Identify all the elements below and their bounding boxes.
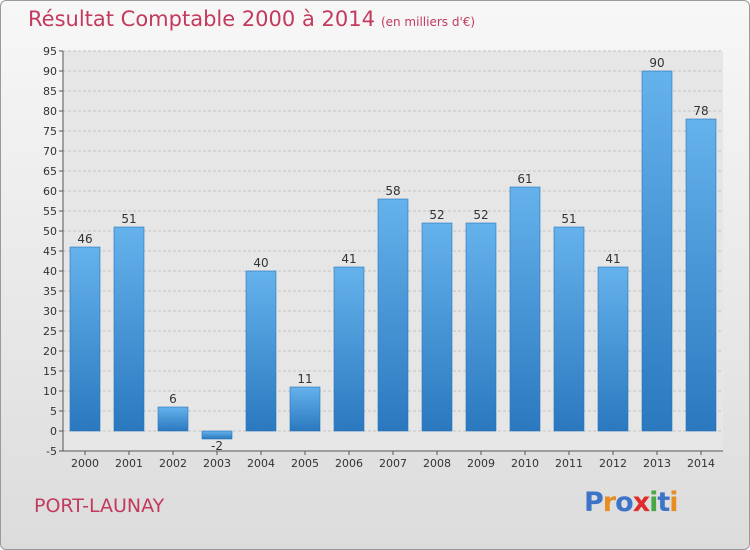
bar — [685, 118, 717, 432]
bar — [289, 386, 321, 432]
bar-value-label: 40 — [253, 256, 268, 270]
y-tick-label: 70 — [43, 145, 57, 158]
y-tick-label: 50 — [43, 225, 57, 238]
bar — [465, 222, 497, 432]
logo-letter: r — [602, 487, 616, 518]
bar-value-label: -2 — [211, 439, 223, 453]
bar — [597, 266, 629, 432]
bar-value-label: 41 — [605, 252, 620, 266]
bar — [201, 430, 233, 440]
y-tick-label: 60 — [43, 185, 57, 198]
logo-letter: x — [632, 487, 650, 518]
y-tick-label: 55 — [43, 205, 57, 218]
logo-letter: t — [657, 487, 670, 518]
y-tick-label: 0 — [50, 425, 57, 438]
y-tick-label: 10 — [43, 385, 57, 398]
y-tick-label: 25 — [43, 325, 57, 338]
y-tick-label: 90 — [43, 65, 57, 78]
y-tick-label: 30 — [43, 305, 57, 318]
bar-value-label: 41 — [341, 252, 356, 266]
y-tick-label: 5 — [50, 405, 57, 418]
bar-value-label: 6 — [169, 392, 177, 406]
bar — [421, 222, 453, 432]
bar-value-label: 51 — [561, 212, 576, 226]
chart-title: Résultat Comptable 2000 à 2014 (en millie… — [28, 7, 475, 31]
bar — [69, 246, 101, 432]
bar — [553, 226, 585, 432]
x-tick-label: 2005 — [291, 457, 319, 470]
logo-letter: i — [649, 487, 658, 518]
bar-value-label: 58 — [385, 184, 400, 198]
y-tick-label: 15 — [43, 365, 57, 378]
x-tick-label: 2000 — [71, 457, 99, 470]
bar-value-label: 51 — [121, 212, 136, 226]
y-tick-label: 85 — [43, 85, 57, 98]
y-tick-label: 35 — [43, 285, 57, 298]
bar-value-label: 52 — [473, 208, 488, 222]
x-tick-label: 2009 — [467, 457, 495, 470]
logo-letter: i — [669, 487, 678, 518]
y-tick-label: 75 — [43, 125, 57, 138]
x-tick-label: 2003 — [203, 457, 231, 470]
x-tick-label: 2001 — [115, 457, 143, 470]
bar-value-label: 78 — [693, 104, 708, 118]
bar — [333, 266, 365, 432]
x-tick-label: 2010 — [511, 457, 539, 470]
x-tick-label: 2014 — [687, 457, 715, 470]
bar — [157, 406, 189, 432]
y-tick-label: -5 — [46, 445, 57, 458]
x-tick-label: 2002 — [159, 457, 187, 470]
bar — [377, 198, 409, 432]
bar-value-label: 61 — [517, 172, 532, 186]
x-tick-label: 2008 — [423, 457, 451, 470]
city-name: PORT-LAUNAY — [34, 495, 165, 517]
bar — [113, 226, 145, 432]
bar — [509, 186, 541, 432]
bar-value-label: 46 — [77, 232, 92, 246]
y-tick-label: 45 — [43, 245, 57, 258]
chart-subtitle: (en milliers d'€) — [380, 15, 476, 29]
proxiti-logo: Proxiti — [584, 487, 679, 518]
bar-value-label: 52 — [429, 208, 444, 222]
bar — [641, 70, 673, 432]
chart-title-text: Résultat Comptable 2000 à 2014 — [28, 7, 375, 31]
y-tick-label: 65 — [43, 165, 57, 178]
bar — [245, 270, 277, 432]
x-tick-label: 2011 — [555, 457, 583, 470]
y-tick-label: 95 — [43, 45, 57, 58]
x-tick-label: 2012 — [599, 457, 627, 470]
logo-letter: P — [584, 487, 604, 518]
y-tick-label: 20 — [43, 345, 57, 358]
x-tick-label: 2004 — [247, 457, 275, 470]
logo-letter: o — [615, 487, 634, 518]
x-tick-label: 2006 — [335, 457, 363, 470]
y-tick-label: 40 — [43, 265, 57, 278]
x-tick-label: 2007 — [379, 457, 407, 470]
bar-value-label: 90 — [649, 56, 664, 70]
y-tick-label: 80 — [43, 105, 57, 118]
bar-value-label: 11 — [297, 372, 312, 386]
x-tick-label: 2013 — [643, 457, 671, 470]
